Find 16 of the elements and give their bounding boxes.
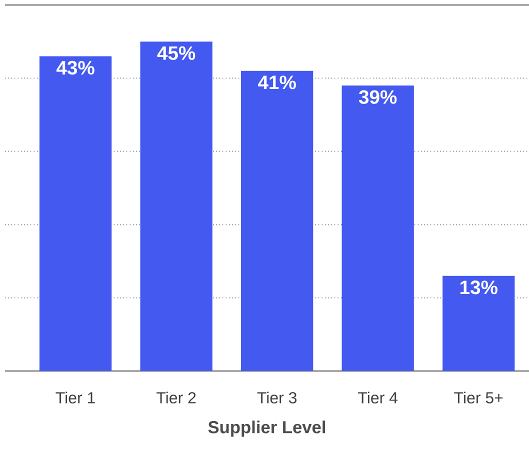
bar	[39, 56, 112, 371]
data-label: 41%	[258, 76, 296, 90]
x-tick-label: Tier 1	[56, 392, 95, 404]
x-axis-title: Supplier Level	[208, 420, 326, 437]
data-label: 43%	[56, 60, 94, 75]
data-label: 39%	[358, 90, 397, 104]
x-tick-label: Tier 2	[156, 392, 196, 404]
x-tick-label: Tier 5+	[454, 392, 503, 404]
bar	[442, 276, 515, 371]
bar	[342, 86, 414, 371]
x-tick-label: Tier 4	[358, 392, 398, 404]
data-label: 45%	[157, 46, 196, 60]
data-label: 13%	[460, 280, 498, 294]
bar	[241, 70, 314, 371]
x-tick-label: Tier 3	[257, 392, 297, 404]
bar	[140, 42, 212, 371]
